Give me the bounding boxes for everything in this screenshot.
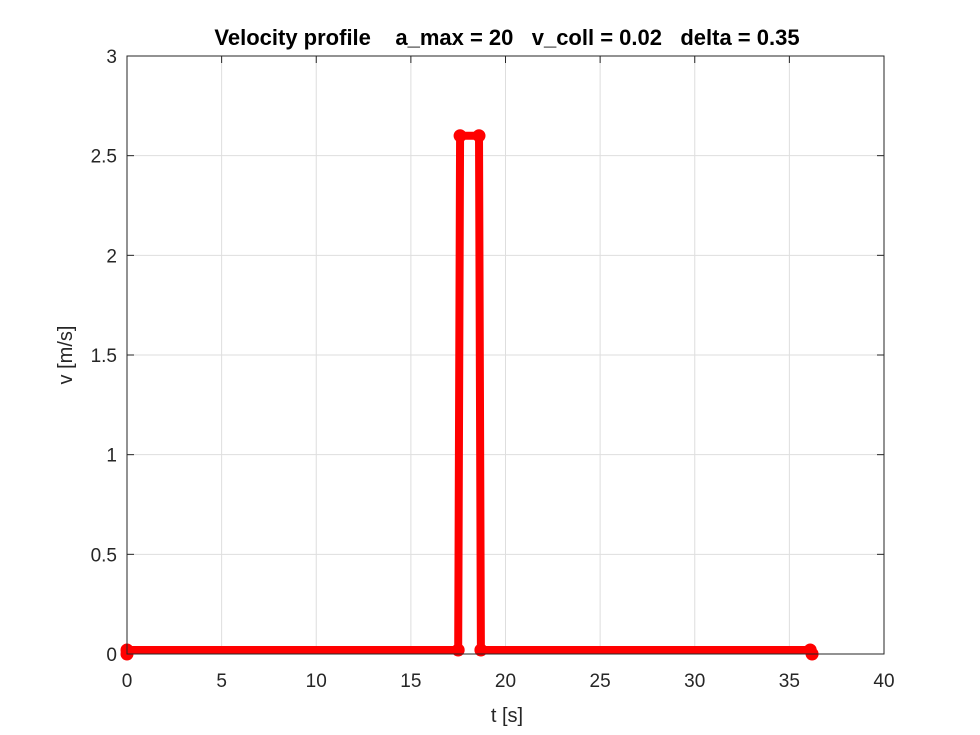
x-tick-label: 20 (495, 671, 516, 692)
data-point (451, 643, 465, 657)
x-tick-label: 30 (684, 671, 705, 692)
data-point (474, 643, 488, 657)
y-tick-label: 0.5 (91, 545, 117, 566)
y-tick-label: 2.5 (91, 147, 117, 168)
x-tick-label: 15 (400, 671, 421, 692)
y-tick-label: 3 (106, 47, 117, 68)
series-line (123, 131, 817, 658)
x-tick-label: 25 (590, 671, 611, 692)
data-point (453, 129, 467, 143)
y-tick-label: 0 (106, 645, 117, 666)
x-axis-label: t [s] (491, 705, 523, 727)
x-tick-label: 10 (306, 671, 327, 692)
y-tick-label: 1 (106, 446, 117, 467)
y-tick-label: 1.5 (91, 346, 117, 367)
x-tick-label: 5 (216, 671, 227, 692)
x-tick-label: 40 (873, 671, 894, 692)
axes-box (126, 55, 885, 655)
data-point (472, 129, 486, 143)
y-axis-label: v [m/s] (55, 326, 77, 385)
tick-labels: 0 5 10 15 20 25 30 35 40 0 0.5 1 1.5 2 2.5 3 (91, 47, 895, 692)
chart-title: Velocity profile a_max = 20 v_coll = 0.0… (214, 25, 799, 50)
x-tick-label: 35 (779, 671, 800, 692)
y-tick-label: 2 (106, 246, 117, 267)
x-tick-label: 0 (122, 671, 133, 692)
series-layer (120, 129, 819, 661)
